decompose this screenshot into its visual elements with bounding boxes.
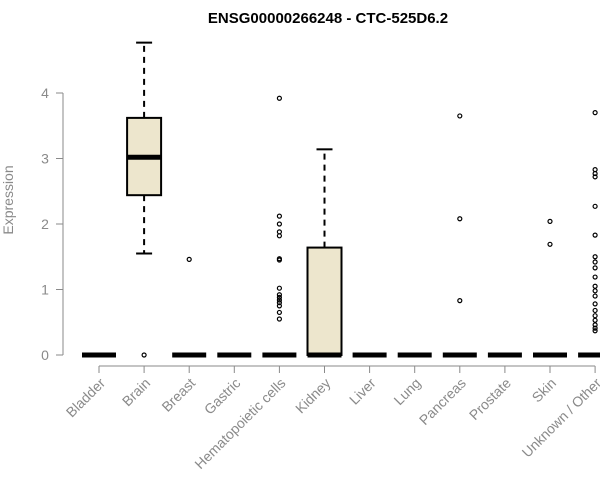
y-tick-label: 2 [41, 216, 49, 232]
y-tick-label: 3 [41, 151, 49, 167]
outlier-point [276, 309, 282, 316]
outlier-point [592, 265, 598, 271]
box-group-kidney [306, 148, 343, 358]
outlier-point [592, 174, 598, 180]
outlier-point [547, 241, 553, 247]
x-tick-label: Gastric [201, 375, 244, 418]
outlier-point [276, 285, 282, 291]
outlier-point [186, 256, 192, 262]
outlier-point [592, 301, 598, 307]
x-tick-label: Unknown / Other [519, 375, 600, 461]
outlier-point [276, 221, 282, 227]
outlier-point [592, 288, 598, 294]
y-tick-label: 1 [41, 282, 49, 298]
outlier-point [276, 292, 282, 298]
outlier-point [457, 298, 463, 304]
outlier-point [592, 259, 598, 265]
outlier-point [276, 297, 282, 303]
outlier-point [276, 294, 282, 300]
outlier-point [592, 325, 598, 331]
box-iqr [306, 246, 343, 356]
outlier-point [276, 300, 282, 306]
box-group-brain [126, 41, 163, 358]
outlier-point [592, 203, 598, 209]
outlier-point [592, 110, 598, 116]
outlier-point [276, 303, 282, 309]
x-tick-label: Lung [390, 375, 423, 408]
outlier-point [547, 218, 553, 224]
outlier-point [592, 254, 598, 260]
box-group-skin [533, 218, 567, 358]
y-tick-label: 4 [41, 85, 49, 101]
box-group-hematopoietic-cells [262, 95, 297, 358]
outlier-point [592, 328, 598, 334]
y-axis: 0 1 2 3 4 [41, 85, 64, 363]
outlier-point [141, 352, 147, 358]
box-group-pancreas [442, 113, 477, 358]
x-tick-label: Brain [119, 375, 153, 409]
outlier-point [592, 232, 598, 238]
outlier-point [592, 170, 598, 177]
outlier-point [276, 257, 282, 263]
outlier-point [276, 95, 282, 101]
y-axis-label: Expression [0, 165, 16, 234]
x-tick-label: Pancreas [416, 375, 469, 428]
outlier-point [457, 216, 463, 222]
boxes-layer [82, 41, 600, 358]
chart-title: ENSG00000266248 - CTC-525D6.2 [208, 10, 448, 27]
outlier-point [276, 213, 282, 219]
y-tick-label: 0 [41, 347, 49, 363]
outlier-point [592, 293, 598, 299]
x-tick-label: Bladder [63, 375, 109, 421]
outlier-point [592, 283, 598, 289]
x-tick-label: Skin [529, 375, 560, 406]
box-group-breast [172, 256, 207, 358]
outlier-point [276, 316, 282, 322]
outlier-point [592, 274, 598, 280]
x-tick-label: Prostate [466, 375, 514, 423]
box-group-unknown-other [578, 110, 600, 358]
x-tick-label: Kidney [292, 375, 334, 417]
x-tick-label: Liver [346, 375, 379, 408]
x-tick-label: Breast [158, 375, 198, 415]
outlier-point [457, 113, 463, 119]
outlier-point [592, 313, 598, 319]
outlier-point [592, 317, 598, 323]
outlier-point [592, 322, 598, 328]
outlier-point [276, 233, 282, 239]
outlier-point [592, 307, 598, 314]
